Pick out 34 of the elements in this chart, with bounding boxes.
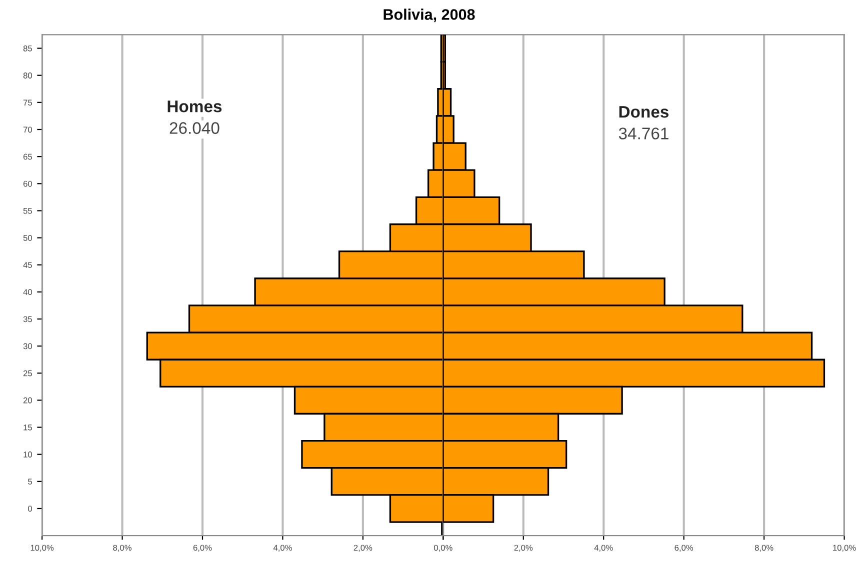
- y-tick-label: 35: [23, 316, 32, 322]
- x-tick-label: 10,0%: [30, 544, 54, 552]
- y-tick-label: 15: [24, 424, 32, 430]
- y-tick-label: 80: [23, 72, 32, 78]
- chart-title: Bolivia, 2008: [384, 8, 475, 22]
- x-tick-label: 8,0%: [113, 544, 132, 552]
- x-tick-label: 10,0%: [833, 544, 856, 552]
- y-tick-label: 25: [23, 370, 32, 376]
- x-tick-label: 4,0%: [273, 544, 292, 552]
- y-tick-label: 40: [23, 289, 32, 296]
- x-tick-label: 8,0%: [754, 544, 774, 552]
- annotation: Dones: [619, 106, 668, 118]
- x-tick-label: 0,0%: [434, 544, 452, 552]
- x-tick-label: 6,0%: [193, 544, 212, 552]
- y-tick-label: 75: [23, 100, 32, 106]
- y-tick-label: 45: [23, 262, 32, 268]
- y-tick-label: 65: [23, 154, 32, 160]
- y-tick-label: 55: [23, 208, 32, 214]
- x-tick-label: 2,0%: [514, 544, 533, 552]
- y-tick-label: 20: [23, 397, 32, 404]
- y-tick-label: 70: [23, 126, 32, 133]
- y-tick-label: 0: [28, 506, 32, 512]
- x-tick-label: 6,0%: [674, 544, 694, 552]
- y-tick-label: 10: [24, 452, 32, 458]
- y-tick-label: 30: [23, 343, 32, 350]
- y-tick-label: 50: [23, 234, 32, 241]
- x-tick-label: 2,0%: [354, 544, 372, 552]
- annotation: Homes: [168, 100, 222, 112]
- x-tick-label: 4,0%: [594, 544, 613, 552]
- annotation: 26.040: [170, 122, 220, 134]
- y-tick-label: 60: [23, 180, 32, 187]
- annotation: 34.761: [618, 128, 668, 140]
- y-tick-label: 5: [28, 478, 32, 485]
- y-tick-label: 85: [23, 45, 32, 52]
